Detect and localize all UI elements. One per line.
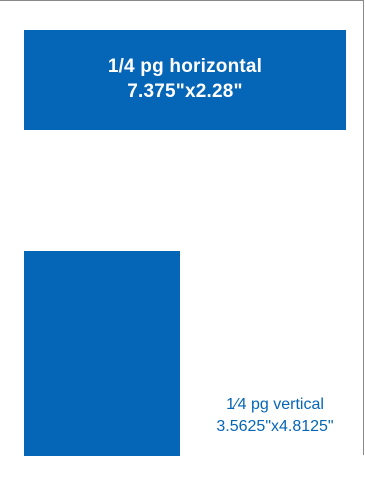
page-frame <box>0 0 364 455</box>
vertical-ad-dimensions: 3.5625"x4.8125" <box>216 417 334 435</box>
vertical-ad-label: 1⁄4 pg vertical 3.5625"x4.8125" <box>190 394 360 437</box>
horizontal-ad-dimensions: 7.375"x2.28" <box>127 81 243 102</box>
horizontal-ad-title: 1/4 pg horizontal <box>107 56 263 78</box>
vertical-ad-title: 1⁄4 pg vertical <box>226 396 324 413</box>
quarter-page-horizontal-ad: 1/4 pg horizontal 7.375"x2.28" <box>24 30 346 130</box>
quarter-page-vertical-ad <box>24 251 180 456</box>
